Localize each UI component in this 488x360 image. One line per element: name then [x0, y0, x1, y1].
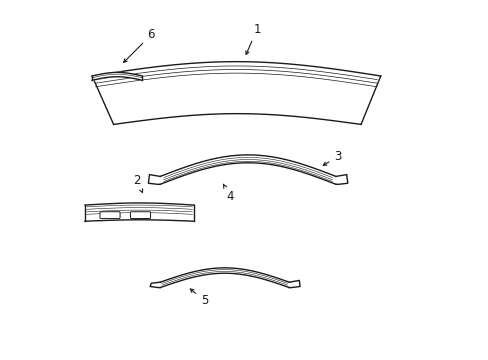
Polygon shape: [160, 268, 289, 288]
Text: 5: 5: [190, 289, 207, 307]
Polygon shape: [148, 175, 160, 184]
Polygon shape: [289, 280, 300, 288]
Polygon shape: [335, 175, 347, 184]
Text: 2: 2: [133, 174, 142, 193]
Text: 6: 6: [123, 28, 155, 62]
Polygon shape: [92, 72, 142, 80]
Polygon shape: [92, 62, 380, 125]
Polygon shape: [85, 203, 194, 221]
Polygon shape: [160, 155, 335, 184]
FancyBboxPatch shape: [100, 212, 120, 219]
Text: 4: 4: [223, 184, 233, 203]
Polygon shape: [150, 282, 160, 288]
Text: 1: 1: [245, 23, 260, 54]
FancyBboxPatch shape: [130, 212, 150, 219]
Text: 3: 3: [323, 150, 341, 165]
